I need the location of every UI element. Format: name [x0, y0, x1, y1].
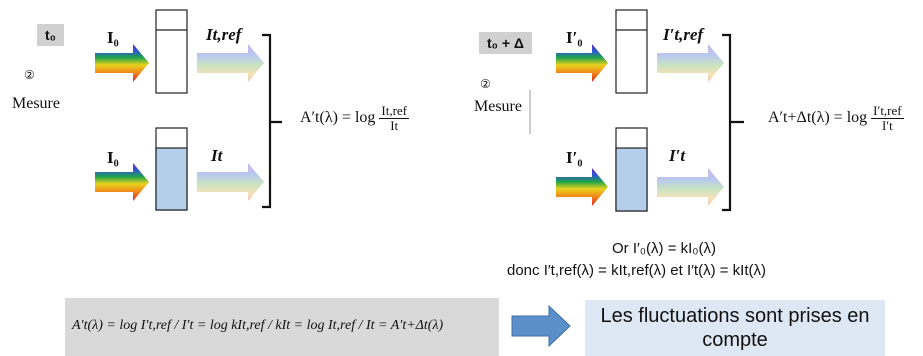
pastel-arrow-right-bottom: [657, 168, 724, 206]
transmitted-ref-left: It,ref: [206, 25, 242, 44]
transmitted-sample-left: It: [211, 146, 223, 165]
relation-line-1: Or I′₀(λ) = kI₀(λ): [612, 240, 717, 257]
rainbow-arrow-right-bottom: [556, 168, 608, 206]
formula-left-numerator: It,ref: [379, 103, 410, 119]
formula-right-lhs: A′t+Δt(λ) = log: [768, 109, 868, 127]
incident-intensity-right-bottom: I′₀: [566, 148, 583, 167]
rainbow-arrow-left-top: [95, 44, 149, 82]
circled-number-right: ②: [480, 77, 491, 91]
bottom-equation: A′t(λ) = log I′t,ref / I′t = log kIt,ref…: [72, 318, 444, 333]
formula-right-numerator: I′t,ref: [871, 103, 904, 119]
time-label-left: t₀: [37, 24, 64, 46]
cuvette-left-bottom: [155, 127, 188, 211]
formula-right-fraction: I′t,ref I′t: [871, 103, 904, 133]
equation-box: [65, 298, 499, 356]
cuvette-right-bottom: [615, 127, 648, 212]
time-label-right: t₀ + Δ: [479, 32, 532, 54]
transmitted-ref-right: I′t,ref: [663, 25, 704, 44]
transmitted-sample-right: I′t: [669, 146, 686, 165]
bracket-right: [722, 33, 744, 212]
incident-intensity-left-top: I₀: [107, 28, 119, 47]
formula-left-fraction: It,ref It: [379, 103, 410, 133]
incident-intensity-left-bottom: I₀: [107, 148, 119, 167]
rainbow-arrow-left-bottom: [95, 163, 149, 201]
bracket-left: [262, 33, 282, 209]
mesure-label-right: Mesure: [474, 98, 522, 115]
pastel-arrow-left-top: [197, 44, 264, 82]
incident-intensity-right-top: I′₀: [566, 28, 583, 47]
pastel-arrow-right-top: [657, 44, 724, 82]
absorbance-formula-left: A′t(λ) = log It,ref It: [300, 103, 410, 133]
cuvette-right-top: [615, 9, 648, 94]
formula-left-denominator: It: [390, 118, 399, 133]
formula-left-lhs: A′t(λ) = log: [300, 109, 376, 127]
relation-line-2: donc I′t,ref(λ) = kIt,ref(λ) et I′t(λ) =…: [507, 262, 766, 279]
blue-arrow: [511, 304, 571, 348]
mesure-label-left: Mesure: [12, 95, 60, 112]
result-box: Les fluctuations sont prises en compte: [585, 300, 885, 356]
pastel-arrow-left-bottom: [197, 163, 264, 201]
absorbance-formula-right: A′t+Δt(λ) = log I′t,ref I′t: [768, 104, 904, 133]
circled-number-left: ②: [24, 68, 35, 82]
cuvette-left-top: [155, 9, 188, 94]
formula-right-denominator: I′t: [881, 118, 893, 133]
rainbow-arrow-right-top: [556, 44, 608, 82]
